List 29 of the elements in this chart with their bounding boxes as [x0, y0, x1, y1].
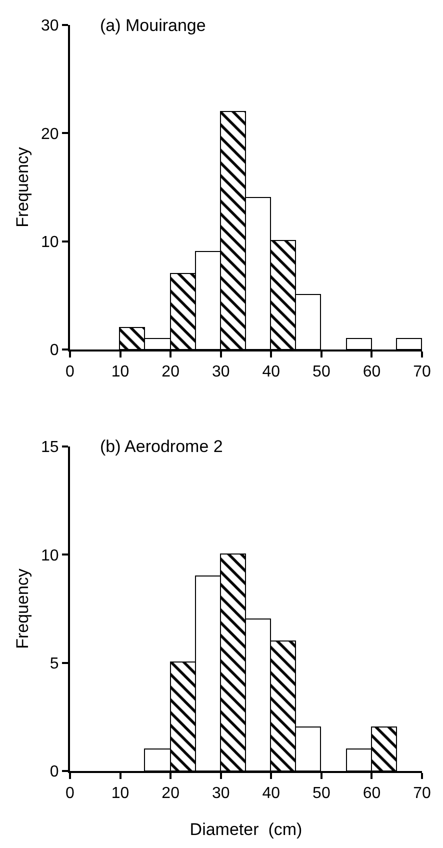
y-tick-label: 0 — [50, 342, 59, 360]
x-tick-label: 30 — [212, 364, 230, 381]
y-tick-label: 5 — [50, 655, 59, 672]
y-tick-label: 0 — [50, 764, 59, 781]
x-tick-label: 0 — [66, 364, 75, 381]
x-axis-title: Diameter (cm) — [190, 820, 302, 840]
x-tick-label: 50 — [312, 364, 330, 381]
y-tick-label: 20 — [41, 126, 59, 143]
x-tick-label: 20 — [162, 785, 180, 802]
x-tick-label: 70 — [413, 785, 431, 802]
y-tick-label: 30 — [41, 18, 59, 35]
x-tick-label: 10 — [111, 364, 130, 381]
x-tick-label: 60 — [362, 785, 381, 802]
chart-title: (b) Aerodrome 2 — [100, 437, 223, 456]
x-tick-label: 40 — [262, 785, 280, 802]
x-tick-label: 20 — [162, 364, 180, 381]
x-tick-label: 10 — [111, 785, 130, 802]
y-axis-title: Frequency — [13, 146, 32, 228]
x-tick-label: 0 — [66, 785, 75, 802]
y-tick-label: 10 — [41, 547, 59, 564]
x-tick-label: 50 — [312, 785, 330, 802]
x-tick-label: 40 — [262, 364, 280, 381]
x-tick-label: 30 — [212, 785, 230, 802]
y-tick-label: 10 — [41, 234, 59, 251]
chart-title: (a) Mouirange — [100, 16, 206, 35]
y-axis-title: Frequency — [13, 568, 32, 649]
y-tick-label: 15 — [41, 439, 59, 456]
x-tick-label: 60 — [362, 364, 381, 381]
x-tick-label: 70 — [413, 364, 431, 381]
